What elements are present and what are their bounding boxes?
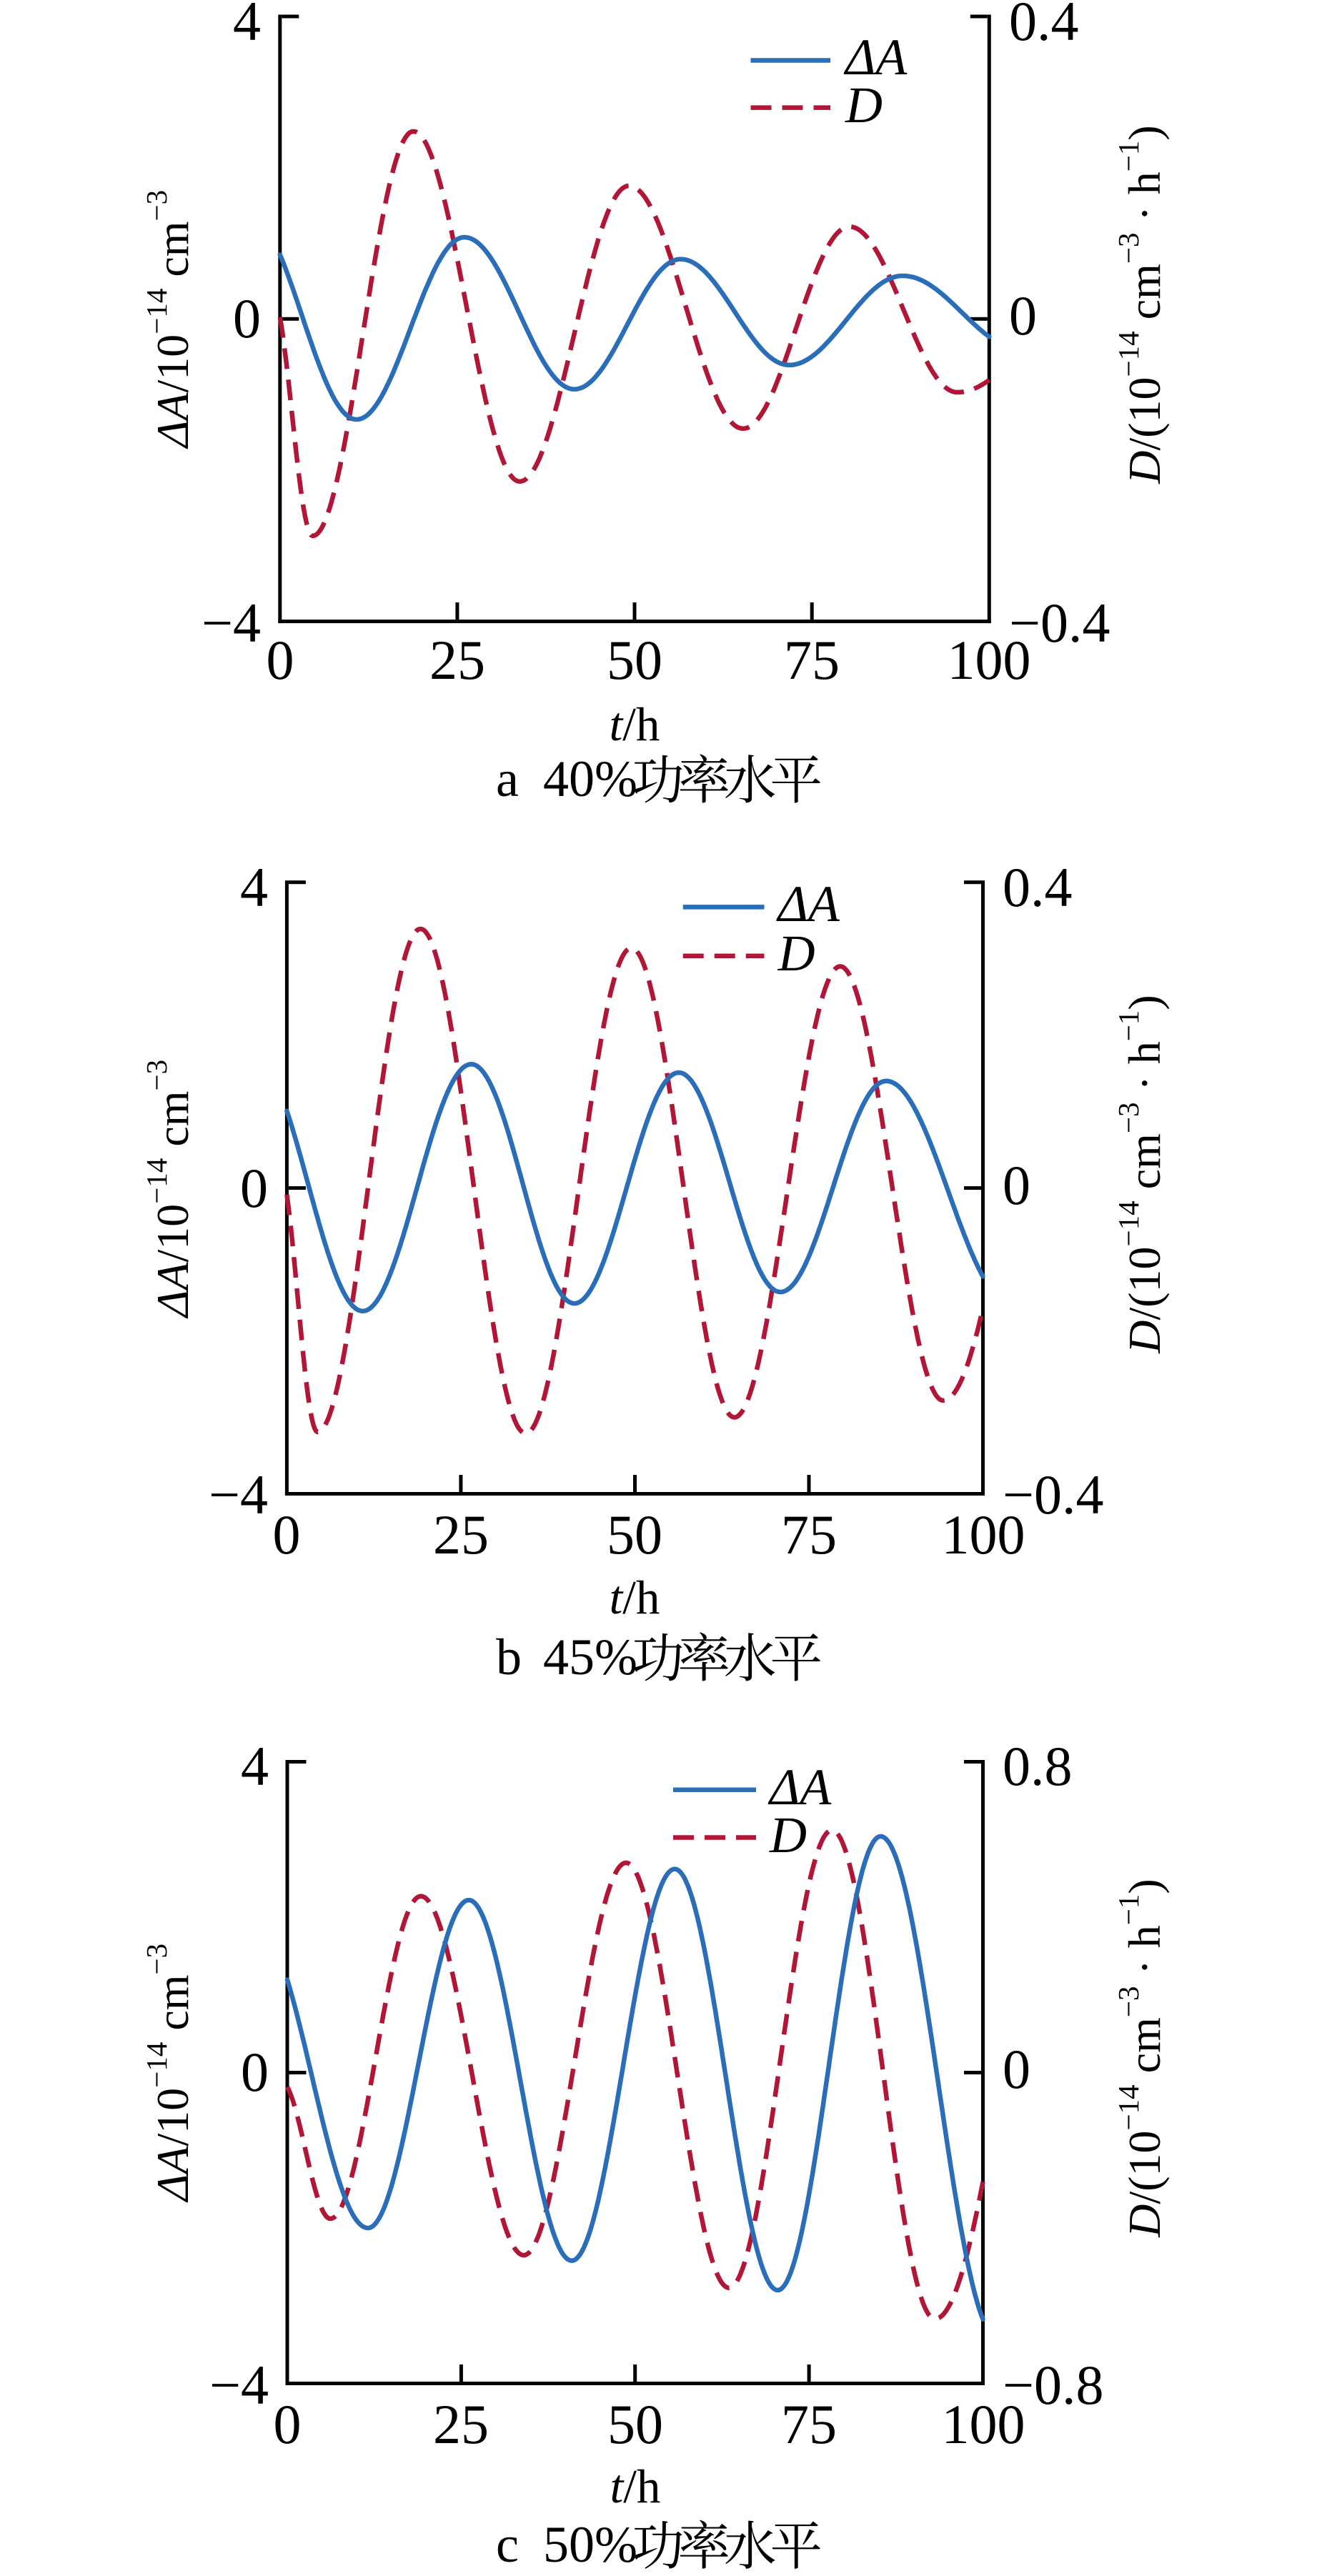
svg-text:0: 0 bbox=[1003, 2038, 1030, 2100]
svg-text:ΔA: ΔA bbox=[776, 875, 840, 933]
svg-text:75: 75 bbox=[784, 629, 840, 691]
svg-text:0: 0 bbox=[241, 2041, 269, 2103]
svg-text:50: 50 bbox=[607, 629, 662, 691]
svg-text:−0.8: −0.8 bbox=[1003, 2354, 1104, 2416]
svg-text:0: 0 bbox=[1003, 1154, 1030, 1216]
svg-text:ΔA: ΔA bbox=[767, 1759, 832, 1816]
svg-text:0: 0 bbox=[233, 287, 261, 349]
svg-text:a: a bbox=[496, 750, 519, 807]
svg-text:0: 0 bbox=[274, 2393, 302, 2455]
svg-text:4: 4 bbox=[241, 1735, 269, 1797]
svg-text:75: 75 bbox=[781, 2393, 837, 2455]
svg-text:45%: 45% bbox=[543, 1628, 637, 1686]
svg-text:50: 50 bbox=[607, 2393, 663, 2455]
svg-text:4: 4 bbox=[233, 0, 261, 52]
svg-text:−4: −4 bbox=[209, 1463, 268, 1526]
svg-text:D: D bbox=[845, 76, 883, 134]
svg-text:t/h: t/h bbox=[610, 2460, 661, 2513]
svg-text:0: 0 bbox=[1009, 284, 1037, 347]
svg-text:50: 50 bbox=[607, 1503, 662, 1566]
svg-text:D/(10−14 cm−3 · h−1): D/(10−14 cm−3 · h−1) bbox=[1112, 125, 1170, 484]
svg-text:25: 25 bbox=[433, 1503, 489, 1566]
svg-text:t/h: t/h bbox=[610, 698, 660, 751]
svg-text:75: 75 bbox=[781, 1503, 837, 1566]
svg-text:−0.4: −0.4 bbox=[1009, 592, 1110, 654]
svg-text:ΔA: ΔA bbox=[843, 29, 908, 86]
svg-text:D: D bbox=[777, 925, 815, 982]
svg-text:D/(10−14 cm−3 · h−1): D/(10−14 cm−3 · h−1) bbox=[1112, 995, 1170, 1354]
svg-text:100: 100 bbox=[942, 2393, 1025, 2455]
svg-text:25: 25 bbox=[433, 2393, 489, 2455]
svg-text:0.8: 0.8 bbox=[1003, 1735, 1073, 1797]
svg-text:D: D bbox=[769, 1806, 807, 1864]
svg-text:25: 25 bbox=[429, 629, 485, 691]
svg-text:−0.4: −0.4 bbox=[1003, 1463, 1104, 1526]
svg-text:t/h: t/h bbox=[610, 1571, 660, 1624]
svg-text:0.4: 0.4 bbox=[1003, 856, 1073, 918]
svg-text:0: 0 bbox=[273, 1503, 301, 1566]
svg-text:0: 0 bbox=[240, 1157, 268, 1219]
svg-text:c: c bbox=[496, 2516, 519, 2573]
svg-text:−4: −4 bbox=[202, 592, 261, 654]
svg-text:50%: 50% bbox=[543, 2516, 637, 2573]
svg-text:0: 0 bbox=[267, 629, 294, 691]
svg-text:4: 4 bbox=[240, 856, 268, 918]
svg-text:100: 100 bbox=[948, 629, 1031, 691]
svg-text:40%: 40% bbox=[543, 750, 637, 807]
svg-text:0.4: 0.4 bbox=[1009, 0, 1079, 52]
svg-text:D/(10−14 cm−3 · h−1): D/(10−14 cm−3 · h−1) bbox=[1112, 1879, 1170, 2238]
svg-text:−4: −4 bbox=[209, 2354, 269, 2416]
svg-text:b: b bbox=[496, 1628, 522, 1686]
svg-text:100: 100 bbox=[942, 1503, 1025, 1566]
svg-text:ΔA/10−14 cm−3: ΔA/10−14 cm−3 bbox=[140, 190, 198, 449]
